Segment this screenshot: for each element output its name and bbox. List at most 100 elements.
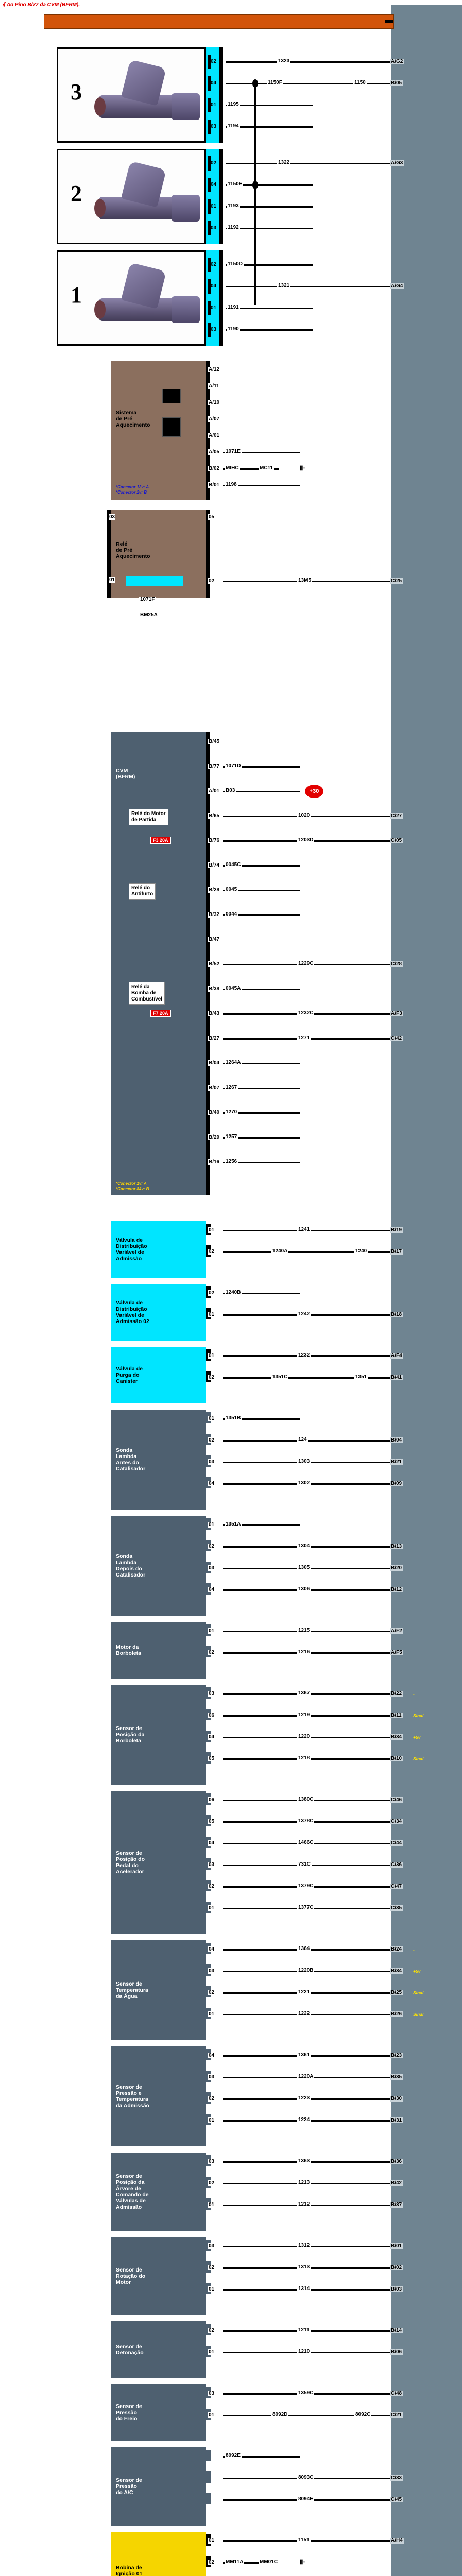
- wire-label-1321: 1321: [277, 283, 291, 289]
- ecu-pin-note: Sinal: [413, 1990, 424, 1995]
- block-label: Motor da Borboleta: [116, 1644, 142, 1656]
- block-label: Sonda Lambda Antes do Catalisador: [116, 1447, 146, 1472]
- ecu-pin-B/17: B/17: [390, 1249, 403, 1255]
- block-label: Sensor de Temperatura da Água: [116, 1981, 148, 1999]
- wire-label-1314: 1314: [297, 2286, 311, 2292]
- wire-label-1232: 1232: [297, 1352, 311, 1358]
- wire-segment: [223, 914, 300, 916]
- block-bobina-ignicao-01: Bobina de Ignição 01: [111, 2532, 206, 2576]
- wire-label-1351B: 1351B: [225, 1415, 242, 1421]
- wire-label-1071E: 1071E: [225, 449, 242, 454]
- pin-01: 01: [208, 2011, 215, 2017]
- wire-segment: [223, 890, 300, 891]
- ecu-pin-A/G2: A/G2: [390, 59, 404, 64]
- cross-ref-note: 《 Ao Pino B/77 da CVM (BFRM).: [0, 2, 80, 8]
- block-sensor-pressao-freio: Sensor de Pressão do Freio: [111, 2384, 206, 2441]
- injector-wire: [226, 184, 313, 186]
- block-label: Sensor de Posição da Borboleta: [116, 1725, 145, 1744]
- wire-label-1211: 1211: [297, 2327, 311, 2333]
- injector-pin-04: 04: [211, 80, 217, 86]
- pin-A/10: A/10: [208, 400, 220, 405]
- wire-label-1257: 1257: [225, 1134, 238, 1140]
- wire-label-1271: 1271: [297, 1035, 311, 1041]
- pin-03: 03: [208, 1862, 215, 1868]
- pin-03: 03: [208, 2159, 215, 2164]
- wire-label-731C: 731C: [297, 1861, 312, 1867]
- ecu-pin-note: Sinal: [413, 1756, 424, 1761]
- connector-tab: [206, 2450, 211, 2461]
- pin-04: 04: [208, 2053, 215, 2058]
- fuse-F3-20A: F3 20A: [150, 837, 171, 844]
- pin-B/28: B/28: [208, 887, 220, 893]
- wire-segment: [223, 1418, 300, 1420]
- ecu-pin-C/27: C/27: [390, 813, 403, 819]
- injector-pin-01: 01: [211, 305, 217, 311]
- wire-segment: [223, 1088, 300, 1089]
- block-sonda-lambda-antes: Sonda Lambda Antes do Catalisador: [111, 1410, 206, 1510]
- wire-label-1071D: 1071D: [225, 763, 242, 769]
- block-label: Válvula de Distribuição Variável de Admi…: [116, 1300, 149, 1325]
- ecu-pin-B/11: B/11: [390, 1713, 403, 1718]
- pin-03: 03: [208, 2074, 215, 2080]
- block-label: CVM (BFRM): [116, 768, 135, 780]
- block-label: Válvula de Purga do Canister: [116, 1366, 143, 1384]
- wire-label-1071F: 1071F: [139, 597, 156, 602]
- page-title: [385, 20, 393, 23]
- pin-01: 01: [208, 1227, 215, 1233]
- pin-contact-bar: [208, 76, 211, 91]
- wire-label-1198: 1198: [225, 482, 238, 487]
- wire-label-0045A: 0045A: [225, 986, 242, 991]
- ecu-pin-B/09: B/09: [390, 1481, 403, 1486]
- fuse-F7-20A: F7 20A: [150, 1010, 171, 1017]
- pin-B/77: B/77: [208, 764, 220, 769]
- wire-label-0045: 0045: [225, 887, 238, 892]
- wire-label-8093C: 8093C: [297, 2475, 315, 2480]
- wire-label-1363: 1363: [297, 2158, 311, 2164]
- ecu-pin-B/12: B/12: [390, 1587, 403, 1592]
- wire-label-1220: 1220: [297, 1734, 311, 1739]
- ecu-pin-B/01: B/01: [390, 2243, 403, 2249]
- pin-contact-bar: [208, 120, 211, 134]
- ecu-pin-B/36: B/36: [390, 2159, 403, 2164]
- ecu-pin-C/33: C/33: [390, 2475, 403, 2481]
- injector-wire: [226, 163, 390, 164]
- pin-02: 02: [208, 1375, 215, 1380]
- ecu-pin-C/05: C/05: [390, 838, 403, 843]
- wire-label-1195: 1195: [227, 101, 240, 107]
- wire-label-MM11A: MM11A: [225, 2559, 245, 2565]
- injector-photo: [94, 161, 200, 232]
- wire-label-1303: 1303: [297, 1459, 311, 1464]
- block-cvm-bfrm: CVM (BFRM) *Conector 1v: A *Conector 84v:…: [111, 732, 206, 1195]
- pin-02: 02: [208, 1650, 215, 1655]
- pin-contact-bar: [208, 301, 211, 315]
- block-connector-edge: [206, 361, 210, 500]
- injector-pin-01: 01: [211, 204, 217, 209]
- wire-label-1312: 1312: [297, 2243, 311, 2248]
- pin-B/52: B/52: [208, 961, 220, 967]
- wire-segment: [223, 1524, 300, 1526]
- wire-label-1218: 1218: [297, 1755, 311, 1761]
- block-sensor-pressao-temp: Sensor de Pressão e Temperatura da Admis…: [111, 2046, 206, 2146]
- connector-tab: [206, 2471, 211, 2483]
- pin-01: 01: [208, 2202, 215, 2208]
- wire-label-1361: 1361: [297, 2052, 311, 2058]
- pin-contact-bar: [208, 221, 211, 235]
- wire-label-8092C: 8092C: [354, 2412, 372, 2417]
- wire-segment: [223, 2562, 279, 2564]
- relay-coil-bar: [126, 576, 183, 586]
- pin-B/01: B/01: [208, 482, 220, 488]
- wire-label-1364: 1364: [297, 1946, 311, 1952]
- pin-04: 04: [208, 1481, 215, 1486]
- block-label: Sensor de Posição do Pedal do Acelerador: [116, 1850, 145, 1875]
- pin-02: 02: [208, 2328, 215, 2333]
- ecu-pin-note: -: [413, 1691, 415, 1697]
- ecu-pin-C/34: C/34: [390, 1819, 403, 1824]
- glowplug-icon: [162, 417, 181, 437]
- wire-segment: [223, 766, 300, 768]
- wire-label-1302: 1302: [297, 1480, 311, 1486]
- injector-wire: [226, 206, 313, 208]
- chip-icon: [162, 389, 181, 403]
- pin-B/43: B/43: [208, 1011, 220, 1016]
- wire-label-MC11: MC11: [259, 465, 275, 471]
- pin-B/16: B/16: [208, 1159, 220, 1165]
